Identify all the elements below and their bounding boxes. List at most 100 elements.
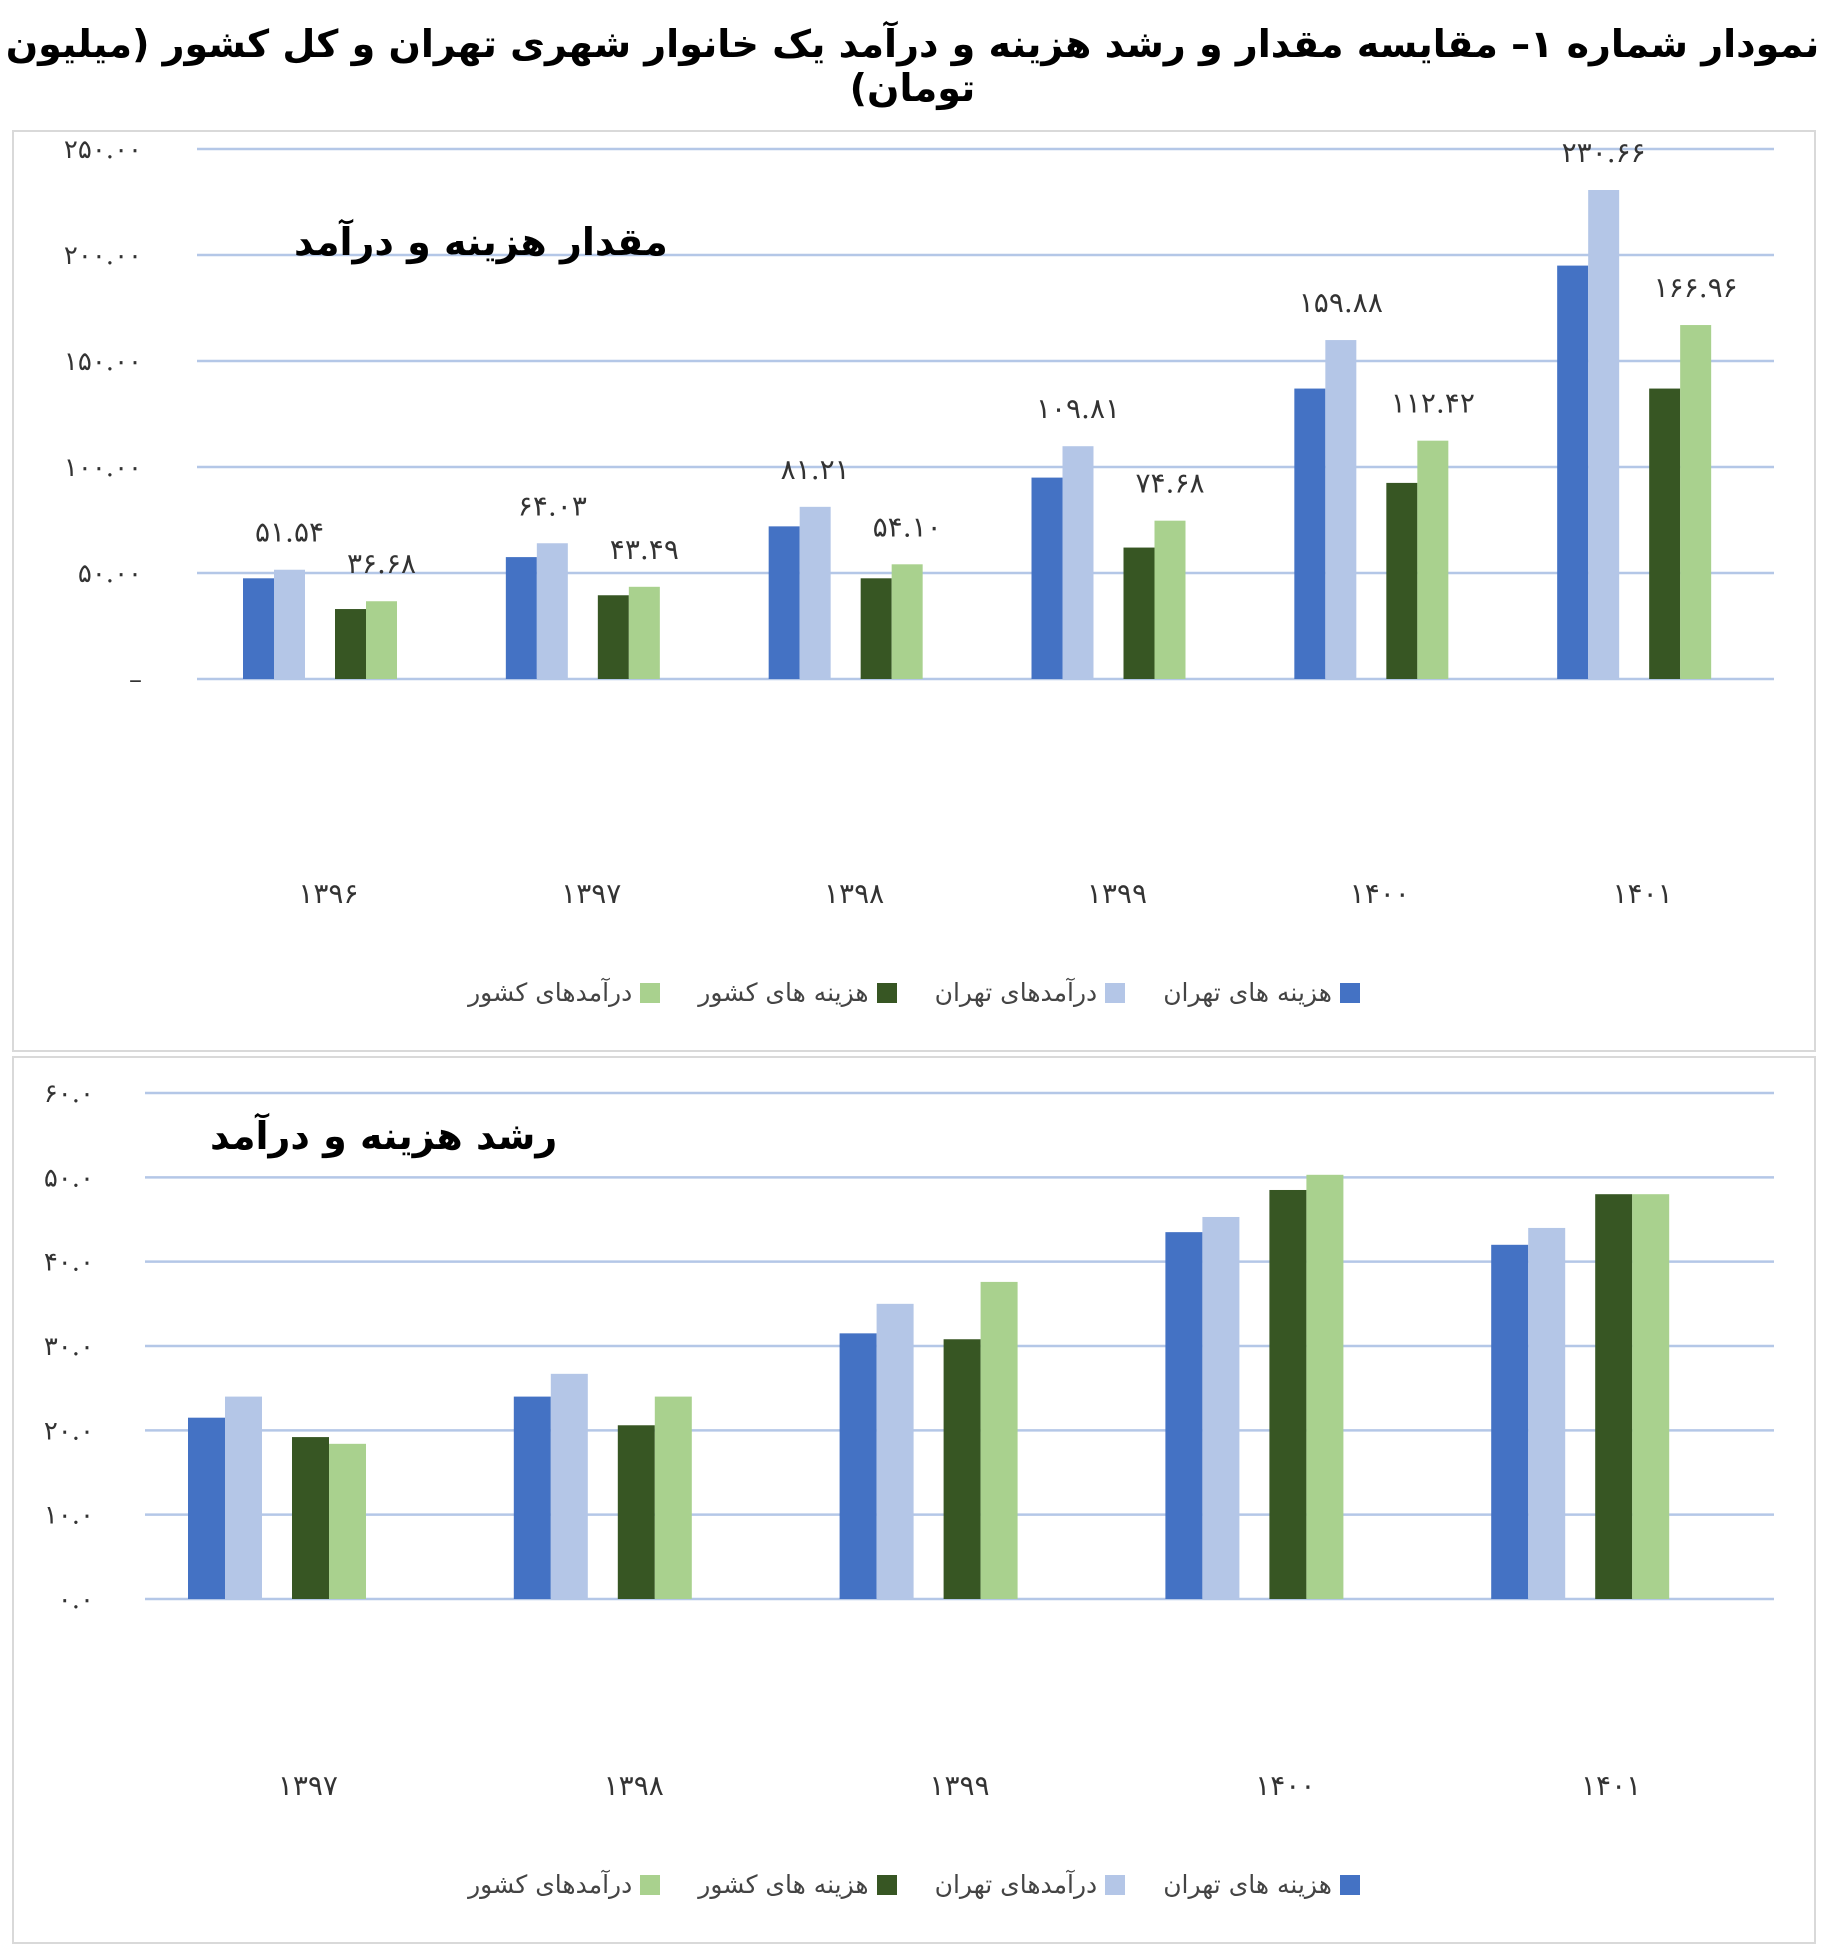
bar [292, 1437, 329, 1599]
y-tick-label: ۶۰.۰ [44, 1079, 94, 1109]
bar [1062, 446, 1094, 679]
legend-swatch [640, 1874, 661, 1895]
bar [366, 601, 397, 679]
bar [1649, 388, 1681, 679]
bar [876, 1303, 914, 1599]
legend-item-tehran-income: درآمدهای تهران [935, 978, 1126, 1007]
y-tick-label: ۱۵۰.۰۰ [64, 347, 142, 377]
y-tick-label: ۱۰.۰ [44, 1501, 94, 1531]
growth-chart-legend: هزینه های تهران درآمدهای تهران هزینه های… [14, 1870, 1814, 1899]
y-tick-label: ۱۰۰.۰۰ [64, 453, 142, 483]
data-label: ۶۴.۰۳ [518, 489, 587, 522]
bar [1269, 1189, 1307, 1599]
y-tick-label: ۵۰.۰۰ [78, 559, 142, 589]
legend-swatch [876, 1874, 897, 1895]
legend-item-country-income: درآمدهای کشور [468, 978, 661, 1007]
bar [1386, 482, 1418, 679]
y-tick-label: ۲۰۰.۰۰ [64, 241, 142, 271]
data-label: ۱۰۹.۸۱ [1036, 392, 1120, 425]
bar [243, 578, 274, 679]
bar [839, 1333, 877, 1599]
bar [980, 1281, 1018, 1599]
legend-label: درآمدهای کشور [468, 978, 633, 1007]
bar [1202, 1216, 1240, 1599]
bar [1680, 325, 1712, 679]
legend-label: هزینه های تهران [1163, 1870, 1332, 1899]
legend-swatch [1339, 982, 1360, 1003]
bar [1306, 1174, 1344, 1599]
bar [1528, 1227, 1566, 1599]
legend-swatch [1105, 982, 1126, 1003]
bar [335, 609, 366, 679]
growth-chart: ۰.۰ ۱۰.۰ ۲۰.۰ ۳۰.۰ ۴۰.۰ ۵۰.۰ ۶۰.۰ ۱۳۹۷ ۱۳۹۸ ۱۳۹۹ ۱… [44, 1079, 1774, 1802]
bar [1325, 340, 1357, 679]
bar [188, 1417, 225, 1599]
x-category-label: ۱۳۹۷ [278, 1769, 338, 1802]
legend-label: درآمدهای تهران [934, 978, 1098, 1007]
amount-chart-title: مقدار هزینه و درآمد [294, 220, 668, 264]
bar [1165, 1232, 1203, 1599]
bar [654, 1396, 692, 1599]
growth-chart-title: رشد هزینه و درآمد [210, 1114, 558, 1158]
data-label: ۵۱.۵۴ [255, 516, 324, 549]
legend-label: هزینه های کشور [698, 978, 869, 1007]
y-tick-label: ۲۰.۰ [44, 1416, 94, 1446]
page-title: نمودار شماره ۱– مقایسه مقدار و رشد هزینه… [5, 22, 1820, 110]
x-category-label: ۱۴۰۱ [1581, 1769, 1641, 1802]
amount-chart: – ۵۰.۰۰ ۱۰۰.۰۰ ۱۵۰.۰۰ ۲۰۰.۰۰ ۲۵۰.۰۰ ۱۳۹۶ ۵۱.۵۴ ۳… [64, 135, 1774, 910]
bar [536, 543, 568, 679]
bar [1294, 388, 1326, 679]
bar [1123, 547, 1155, 679]
bar [513, 1396, 551, 1599]
legend-item-tehran-expense: هزینه های تهران [1163, 978, 1360, 1007]
legend-label: درآمدهای کشور [468, 1870, 633, 1899]
bar [1557, 265, 1589, 679]
bar [550, 1373, 588, 1599]
bar [768, 526, 800, 679]
bar [1588, 190, 1620, 679]
data-label: ۵۴.۱۰ [873, 510, 942, 543]
legend-item-country-expense: هزینه های کشور [698, 1870, 897, 1899]
data-label: ۳۶.۶۸ [347, 547, 416, 580]
x-category-label: ۱۴۰۰ [1255, 1769, 1315, 1802]
legend-item-tehran-expense: هزینه های تهران [1163, 1870, 1360, 1899]
y-tick-label: ۵۰.۰ [44, 1163, 94, 1193]
y-tick-label: ۲۵۰.۰۰ [64, 135, 142, 165]
bar [1491, 1244, 1529, 1599]
bar [860, 578, 892, 679]
legend-label: درآمدهای تهران [934, 1870, 1098, 1899]
x-category-label: ۱۴۰۱ [1613, 877, 1673, 910]
bar [597, 595, 629, 679]
data-label: ۴۳.۴۹ [610, 533, 679, 566]
bar [943, 1339, 981, 1599]
bar [1031, 477, 1063, 679]
legend-item-tehran-income: درآمدهای تهران [935, 1870, 1126, 1899]
growth-chart-panel: ۰.۰ ۱۰.۰ ۲۰.۰ ۳۰.۰ ۴۰.۰ ۵۰.۰ ۶۰.۰ ۱۳۹۷ ۱۳۹۸ ۱۳۹۹ ۱… [12, 1056, 1816, 1944]
bar [274, 569, 305, 679]
x-category-label: ۱۳۹۶ [298, 877, 358, 910]
amount-chart-legend: هزینه های تهران درآمدهای تهران هزینه های… [14, 978, 1814, 1007]
x-category-label: ۱۴۰۰ [1350, 877, 1410, 910]
data-label: ۷۴.۶۸ [1135, 467, 1204, 500]
legend-item-country-income: درآمدهای کشور [468, 1870, 661, 1899]
legend-label: هزینه های کشور [698, 1870, 869, 1899]
y-tick-label: ۴۰.۰ [44, 1248, 94, 1278]
legend-swatch [1339, 1874, 1360, 1895]
amount-chart-panel: – ۵۰.۰۰ ۱۰۰.۰۰ ۱۵۰.۰۰ ۲۰۰.۰۰ ۲۵۰.۰۰ ۱۳۹۶ ۵۱.۵۴ ۳… [12, 130, 1816, 1052]
legend-item-country-expense: هزینه های کشور [698, 978, 897, 1007]
data-label: ۱۵۹.۸۸ [1299, 286, 1383, 319]
bar [628, 586, 660, 679]
y-tick-label: ۰.۰ [58, 1585, 94, 1615]
data-label: ۱۶۶.۹۶ [1654, 271, 1738, 304]
data-label: ۱۱۲.۴۲ [1391, 387, 1475, 420]
x-category-label: ۱۳۹۸ [604, 1769, 664, 1802]
bar [1417, 440, 1449, 679]
bar [329, 1443, 366, 1599]
bar [891, 564, 923, 679]
bar [617, 1425, 655, 1599]
x-category-label: ۱۳۹۹ [1087, 877, 1147, 910]
bar [1595, 1194, 1633, 1599]
bar [1632, 1194, 1670, 1599]
x-category-label: ۱۳۹۸ [824, 877, 884, 910]
y-tick-label: – [129, 665, 142, 695]
